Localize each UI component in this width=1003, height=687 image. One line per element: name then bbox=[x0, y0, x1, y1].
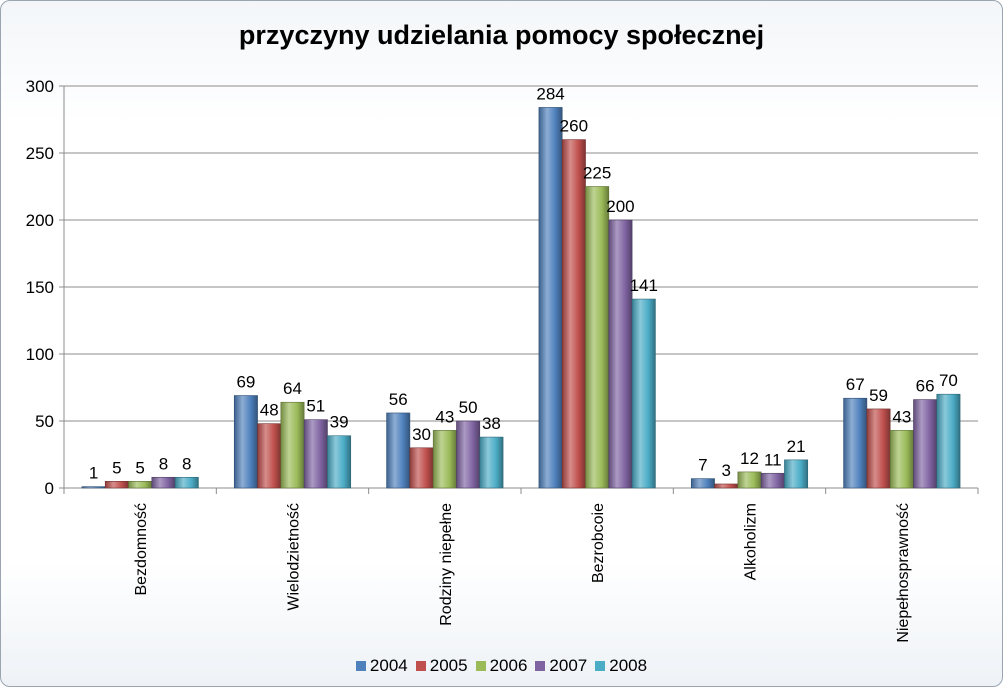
bar bbox=[386, 412, 411, 489]
legend-item: 2004 bbox=[355, 656, 408, 676]
legend-item: 2007 bbox=[535, 656, 587, 676]
data-label: 7 bbox=[698, 456, 707, 475]
data-label: 64 bbox=[283, 379, 302, 398]
legend-label: 2005 bbox=[429, 656, 468, 675]
legend-swatch bbox=[475, 661, 486, 671]
bar bbox=[81, 486, 106, 489]
bar bbox=[690, 478, 715, 489]
data-label: 43 bbox=[892, 407, 911, 426]
bar bbox=[608, 219, 633, 489]
bar bbox=[174, 476, 199, 489]
data-label: 5 bbox=[112, 458, 121, 477]
y-tick-label: 100 bbox=[26, 345, 54, 364]
data-label: 70 bbox=[939, 371, 958, 390]
data-label: 39 bbox=[330, 413, 349, 432]
legend-label: 2008 bbox=[609, 656, 648, 675]
data-label: 48 bbox=[260, 401, 279, 420]
data-label: 66 bbox=[916, 377, 935, 396]
bar bbox=[327, 435, 352, 489]
data-label: 284 bbox=[536, 84, 564, 103]
data-label: 141 bbox=[630, 276, 658, 295]
y-tick-label: 50 bbox=[35, 412, 54, 431]
y-tick-label: 250 bbox=[26, 144, 54, 163]
bar bbox=[561, 139, 586, 489]
y-tick-label: 0 bbox=[45, 479, 54, 498]
bar bbox=[631, 298, 656, 489]
bar bbox=[913, 399, 938, 489]
data-label: 56 bbox=[389, 390, 408, 409]
category-label: Rodziny niepełne bbox=[438, 503, 455, 626]
bar bbox=[280, 401, 305, 489]
bar bbox=[456, 420, 481, 489]
data-label: 67 bbox=[846, 375, 865, 394]
bar bbox=[432, 430, 457, 489]
data-label: 200 bbox=[606, 197, 634, 216]
bar bbox=[151, 476, 176, 489]
data-label: 1 bbox=[89, 464, 98, 483]
legend-label: 2006 bbox=[489, 656, 528, 675]
data-label: 8 bbox=[159, 454, 168, 473]
chart-legend: 2004 2005 2006 2007 2008 bbox=[0, 656, 1003, 676]
bar bbox=[479, 436, 504, 489]
bar bbox=[303, 419, 328, 489]
data-label: 21 bbox=[787, 437, 806, 456]
data-label: 225 bbox=[583, 164, 611, 183]
legend-swatch bbox=[355, 661, 366, 671]
chart-title: przyczyny udzielania pomocy społecznej bbox=[238, 20, 765, 50]
bar bbox=[889, 430, 914, 489]
data-label: 12 bbox=[740, 449, 759, 468]
data-label: 3 bbox=[721, 461, 730, 480]
bar bbox=[843, 397, 868, 489]
bar bbox=[784, 459, 809, 489]
bar bbox=[128, 480, 153, 489]
legend-label: 2004 bbox=[369, 656, 408, 675]
data-label: 38 bbox=[482, 414, 501, 433]
y-tick-label: 200 bbox=[26, 211, 54, 230]
category-label: Niepełnosprawność bbox=[895, 503, 912, 643]
legend-item: 2005 bbox=[415, 656, 468, 676]
data-label: 50 bbox=[459, 398, 478, 417]
legend-item: 2008 bbox=[595, 656, 647, 676]
category-label: Wielodzietność bbox=[286, 503, 303, 611]
bar bbox=[737, 471, 762, 489]
category-label: Alkoholizm bbox=[743, 503, 760, 580]
data-label: 8 bbox=[182, 454, 191, 473]
legend-item: 2006 bbox=[475, 656, 528, 676]
data-label: 260 bbox=[560, 117, 588, 136]
y-tick-label: 300 bbox=[26, 77, 54, 96]
bar bbox=[760, 472, 785, 489]
legend-label: 2007 bbox=[549, 656, 588, 675]
bar bbox=[233, 395, 258, 489]
data-label: 69 bbox=[236, 373, 255, 392]
legend-swatch bbox=[535, 661, 546, 671]
bar bbox=[936, 393, 961, 489]
bar bbox=[585, 186, 610, 489]
bar bbox=[409, 447, 434, 489]
data-label: 5 bbox=[135, 458, 144, 477]
data-label: 43 bbox=[435, 407, 454, 426]
legend-swatch bbox=[595, 661, 606, 671]
category-label: Bezrobcoie bbox=[590, 503, 607, 583]
data-label: 11 bbox=[764, 450, 782, 469]
bar bbox=[257, 423, 282, 489]
bar bbox=[714, 483, 739, 489]
data-label: 51 bbox=[306, 397, 325, 416]
category-label: Bezdomność bbox=[133, 503, 150, 596]
bar bbox=[104, 480, 129, 489]
data-label: 30 bbox=[412, 425, 431, 444]
bar bbox=[866, 408, 891, 489]
legend-swatch bbox=[415, 661, 426, 671]
y-tick-label: 150 bbox=[26, 278, 54, 297]
bar bbox=[538, 107, 563, 489]
data-label: 59 bbox=[869, 386, 888, 405]
